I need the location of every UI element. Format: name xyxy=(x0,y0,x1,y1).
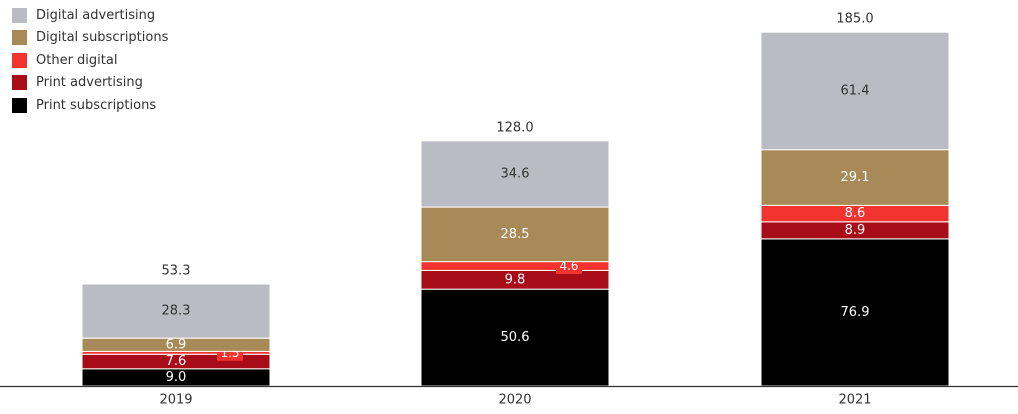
legend-swatch-print-advertising xyxy=(12,75,27,91)
data-label-print-advertising-2020: 9.8 xyxy=(505,272,526,287)
bar-segment-digital-advertising-2020 xyxy=(420,140,610,208)
legend-label: Print advertising xyxy=(36,75,143,91)
x-tick-label-2020: 2020 xyxy=(498,393,531,408)
data-label-print-subscriptions-2019: 9.0 xyxy=(166,370,187,385)
bar-segment-print-subscriptions-2021 xyxy=(760,238,950,387)
bar-segment-digital-subscriptions-2020 xyxy=(420,206,610,263)
legend-label: Digital advertising xyxy=(36,7,156,23)
legend-swatch-digital-advertising xyxy=(12,7,27,23)
bar-segment-digital-advertising-2019 xyxy=(81,283,271,339)
x-tick-label-2021: 2021 xyxy=(838,393,871,408)
legend-item-digital-advertising: Digital advertising xyxy=(12,4,168,27)
legend-label: Digital subscriptions xyxy=(36,30,169,46)
total-label-2020: 128.0 xyxy=(496,120,533,135)
legend-swatch-other-digital xyxy=(12,52,27,68)
legend-item-digital-subscriptions: Digital subscriptions xyxy=(12,27,168,50)
legend-label: Other digital xyxy=(36,52,118,68)
legend-swatch-print-subscriptions xyxy=(12,97,27,113)
data-label-digital-advertising-2020: 34.6 xyxy=(501,166,530,181)
data-label-digital-advertising-2019: 28.3 xyxy=(162,304,191,319)
legend-item-print-advertising: Print advertising xyxy=(12,72,168,95)
data-label-print-advertising-2019: 7.6 xyxy=(166,354,187,369)
bar-segment-digital-subscriptions-2021 xyxy=(760,149,950,206)
total-label-2019: 53.3 xyxy=(162,264,191,279)
legend-swatch-digital-subscriptions xyxy=(12,30,27,46)
legend-item-print-subscriptions: Print subscriptions xyxy=(12,94,168,117)
data-label-digital-advertising-2021: 61.4 xyxy=(841,83,870,98)
data-label-print-advertising-2021: 8.9 xyxy=(845,223,866,238)
total-label-2021: 185.0 xyxy=(836,12,873,27)
data-label-other-digital-2020: 4.6 xyxy=(559,259,578,273)
x-tick-label-2019: 2019 xyxy=(159,393,192,408)
bar-segment-print-subscriptions-2020 xyxy=(420,288,610,387)
data-label-digital-subscriptions-2020: 28.5 xyxy=(501,227,530,242)
data-label-digital-subscriptions-2019: 6.9 xyxy=(166,337,187,352)
legend-item-other-digital: Other digital xyxy=(12,49,168,72)
data-label-print-subscriptions-2020: 50.6 xyxy=(501,330,530,345)
legend: Digital advertising Digital subscription… xyxy=(12,4,168,117)
data-label-print-subscriptions-2021: 76.9 xyxy=(841,305,870,320)
legend-label: Print subscriptions xyxy=(36,97,157,113)
data-label-other-digital-2021: 8.6 xyxy=(845,206,866,221)
data-label-digital-subscriptions-2021: 29.1 xyxy=(841,170,870,185)
bar-segment-digital-advertising-2021 xyxy=(760,31,950,151)
